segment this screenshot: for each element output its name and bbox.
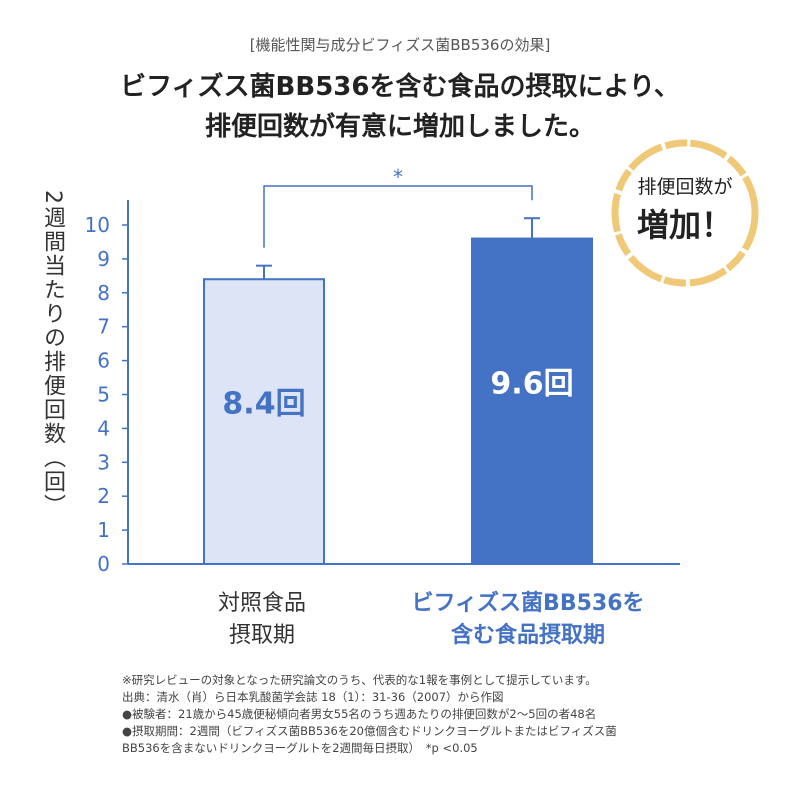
category-label-control: 対照食品 摂取期: [132, 588, 392, 652]
footnote-line: ※研究レビューの対象となった研究論文のうち、代表的な1報を事例として提示していま…: [122, 673, 597, 687]
y-tick-label: 1: [97, 518, 110, 542]
headline-line-1: ビフィズス菌BB536を含む食品の摂取により、: [120, 72, 680, 102]
category-label-control-line1: 対照食品: [217, 591, 306, 616]
badge-ring: [611, 139, 759, 287]
bar-bb536: [471, 237, 593, 565]
chart-caption: [機能性関与成分ビフィズス菌BB536の効果]: [249, 36, 551, 54]
category-label-bb536-line2: 含む食品摂取期: [450, 623, 605, 648]
y-tick-label: 0: [97, 552, 110, 576]
bar-data-label: 9.6回: [490, 366, 573, 401]
y-tick-label: 10: [85, 213, 110, 237]
significance-bracket: [263, 185, 533, 248]
footnotes: ※研究レビューの対象となった研究論文のうち、代表的な1報を事例として提示していま…: [122, 672, 762, 757]
category-label-bb536: ビフィズス菌BB536を 含む食品摂取期: [398, 588, 658, 652]
headline-line-2: 排便回数が有意に増加しました。: [204, 112, 595, 142]
y-tick-label: 8: [97, 281, 110, 305]
y-tick-label: 9: [97, 247, 110, 271]
significance-marker: *: [393, 165, 403, 189]
y-tick-label: 2: [97, 484, 110, 508]
category-label-bb536-line1: ビフィズス菌BB536を: [411, 591, 645, 616]
y-tick-label: 6: [97, 349, 110, 373]
y-axis-label: 2週間当たりの排便回数（回）: [40, 190, 65, 518]
footnote-line: 出典：清水（肖）ら日本乳酸菌学会誌 18（1）：31-36（2007）から作図: [122, 690, 504, 704]
badge-text-line1: 排便回数が: [637, 176, 733, 198]
footnote-line: ●被験者：21歳から45歳便秘傾向者男女55名のうち週あたりの排便回数が2〜5回…: [122, 707, 597, 721]
footnote-line: BB536を含まないドリンクヨーグルトを2週間毎日摂取） *p <0.05: [122, 741, 478, 755]
increase-badge: 排便回数が 増加！: [610, 138, 760, 288]
y-tick-label: 3: [97, 450, 110, 474]
bar-data-label: 8.4回: [222, 387, 305, 422]
category-label-control-line2: 摂取期: [228, 623, 295, 648]
bar-control: [203, 278, 325, 565]
footnote-line: ●摂取期間：2週間（ビフィズス菌BB536を20億個含むドリンクヨーグルトまたは…: [122, 724, 617, 738]
y-tick-label: 4: [97, 416, 110, 440]
badge-text-line2: 増加！: [636, 206, 733, 244]
y-tick-label: 5: [97, 383, 110, 407]
y-tick-label: 7: [97, 315, 110, 339]
